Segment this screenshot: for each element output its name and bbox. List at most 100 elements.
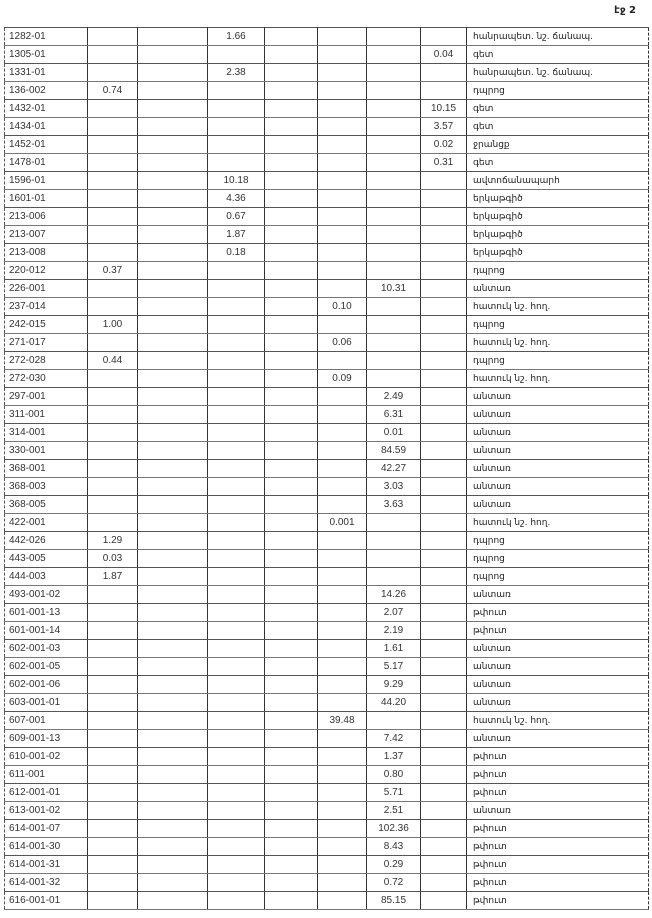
land-type: անտառ xyxy=(466,657,649,676)
land-parcel-table: 1282-01 1.66 հանրապետ. նշ. ճանապ. 1305-01 0.… xyxy=(4,27,649,910)
table-row: 368-005 3.63 անտառ xyxy=(4,495,649,514)
area-cell-col-2 xyxy=(87,657,138,676)
area-cell-col-2: 0.37 xyxy=(87,261,138,280)
table-row: 213-008 0.18 երկաթգիծ xyxy=(4,243,649,262)
parcel-code: 601-001-13 xyxy=(4,603,88,622)
area-cell-col-6: 0.06 xyxy=(317,333,367,352)
area-cell-col-4 xyxy=(207,513,265,532)
area-cell-col-8 xyxy=(420,459,467,478)
parcel-code: 614-001-07 xyxy=(4,819,88,838)
area-cell-col-7: 0.01 xyxy=(366,423,421,442)
area-cell-col-6 xyxy=(317,873,367,892)
area-cell-col-8 xyxy=(420,333,467,352)
area-cell-col-8 xyxy=(420,513,467,532)
area-cell-col-7 xyxy=(366,711,421,730)
area-cell-col-7 xyxy=(366,27,421,46)
area-cell-col-2 xyxy=(87,117,138,136)
area-cell-col-3 xyxy=(137,45,208,64)
area-cell-col-4 xyxy=(207,819,265,838)
land-type: գետ xyxy=(466,153,649,172)
area-cell-col-8 xyxy=(420,603,467,622)
area-cell-col-5 xyxy=(264,27,318,46)
area-cell-col-6 xyxy=(317,27,367,46)
parcel-code: 213-006 xyxy=(4,207,88,226)
area-cell-col-3 xyxy=(137,549,208,568)
area-cell-col-5 xyxy=(264,603,318,622)
area-cell-col-4 xyxy=(207,747,265,766)
land-type: անտառ xyxy=(466,585,649,604)
area-cell-col-7 xyxy=(366,45,421,64)
area-cell-col-3 xyxy=(137,207,208,226)
parcel-code: 1305-01 xyxy=(4,45,88,64)
area-cell-col-7: 9.29 xyxy=(366,675,421,694)
area-cell-col-5 xyxy=(264,675,318,694)
area-cell-col-6 xyxy=(317,243,367,262)
area-cell-col-8 xyxy=(420,567,467,586)
land-type: թփուտ xyxy=(466,837,649,856)
area-cell-col-2 xyxy=(87,99,138,118)
area-cell-col-5 xyxy=(264,855,318,874)
area-cell-col-2: 0.44 xyxy=(87,351,138,370)
area-cell-col-2: 1.00 xyxy=(87,315,138,334)
area-cell-col-7: 1.37 xyxy=(366,747,421,766)
area-cell-col-8 xyxy=(420,765,467,784)
area-cell-col-3 xyxy=(137,567,208,586)
area-cell-col-6 xyxy=(317,639,367,658)
area-cell-col-4: 10.18 xyxy=(207,171,265,190)
area-cell-col-3 xyxy=(137,459,208,478)
area-cell-col-2 xyxy=(87,459,138,478)
area-cell-col-5 xyxy=(264,297,318,316)
area-cell-col-4 xyxy=(207,657,265,676)
land-type: անտառ xyxy=(466,477,649,496)
area-cell-col-3 xyxy=(137,81,208,100)
land-type: դպրոց xyxy=(466,261,649,280)
land-type: անտառ xyxy=(466,693,649,712)
land-type: դպրոց xyxy=(466,567,649,586)
area-cell-col-2 xyxy=(87,369,138,388)
area-cell-col-8: 0.04 xyxy=(420,45,467,64)
area-cell-col-4 xyxy=(207,477,265,496)
area-cell-col-8: 10.15 xyxy=(420,99,467,118)
area-cell-col-3 xyxy=(137,315,208,334)
area-cell-col-2 xyxy=(87,405,138,424)
table-row: 603-001-01 44.20 անտառ xyxy=(4,693,649,712)
area-cell-col-4 xyxy=(207,621,265,640)
area-cell-col-5 xyxy=(264,459,318,478)
area-cell-col-2 xyxy=(87,333,138,352)
area-cell-col-8 xyxy=(420,225,467,244)
area-cell-col-7: 3.63 xyxy=(366,495,421,514)
area-cell-col-4 xyxy=(207,783,265,802)
table-row: 1601-01 4.36 երկաթգիծ xyxy=(4,189,649,208)
area-cell-col-7: 42.27 xyxy=(366,459,421,478)
area-cell-col-2 xyxy=(87,603,138,622)
area-cell-col-5 xyxy=(264,405,318,424)
area-cell-col-4 xyxy=(207,495,265,514)
area-cell-col-7 xyxy=(366,189,421,208)
parcel-code: 226-001 xyxy=(4,279,88,298)
table-row: 602-001-05 5.17 անտառ xyxy=(4,657,649,676)
parcel-code: 613-001-02 xyxy=(4,801,88,820)
area-cell-col-3 xyxy=(137,513,208,532)
area-cell-col-7 xyxy=(366,369,421,388)
parcel-code: 242-015 xyxy=(4,315,88,334)
area-cell-col-3 xyxy=(137,423,208,442)
table-row: 607-001 39.48 հատուկ նշ. հող. xyxy=(4,711,649,730)
land-type: անտառ xyxy=(466,387,649,406)
land-type: երկաթգիծ xyxy=(466,189,649,208)
table-row: 611-001 0.80 թփուտ xyxy=(4,765,649,784)
area-cell-col-3 xyxy=(137,63,208,82)
area-cell-col-8 xyxy=(420,261,467,280)
area-cell-col-2 xyxy=(87,387,138,406)
parcel-code: 1452-01 xyxy=(4,135,88,154)
area-cell-col-5 xyxy=(264,549,318,568)
area-cell-col-5 xyxy=(264,495,318,514)
table-row: 614-001-32 0.72 թփուտ xyxy=(4,873,649,892)
area-cell-col-3 xyxy=(137,261,208,280)
area-cell-col-4: 1.66 xyxy=(207,27,265,46)
area-cell-col-4 xyxy=(207,117,265,136)
area-cell-col-5 xyxy=(264,693,318,712)
area-cell-col-4 xyxy=(207,135,265,154)
area-cell-col-2 xyxy=(87,621,138,640)
area-cell-col-2 xyxy=(87,693,138,712)
area-cell-col-3 xyxy=(137,819,208,838)
